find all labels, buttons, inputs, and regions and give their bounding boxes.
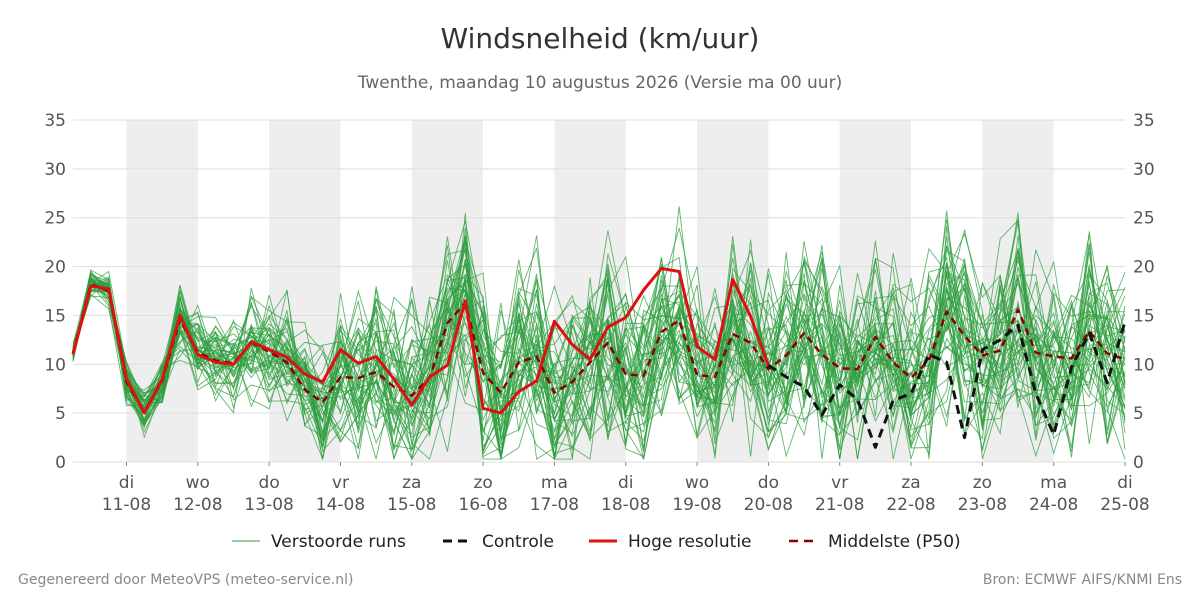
legend-label-control: Controle [482,532,554,552]
y-tick-label: 0 [1133,453,1144,473]
x-tick-date: 23-08 [958,495,1007,515]
x-tick-date: 16-08 [458,495,507,515]
x-tick-date: 22-08 [886,495,935,515]
control-series-line [767,320,1127,449]
y-tick-label: 25 [1133,209,1155,229]
chart-title: Windsnelheid (km/uur) [440,22,760,55]
footer-source: Bron: ECMWF AIFS/KNMI Ens [982,572,1182,588]
x-tick-day: vr [332,473,349,493]
x-tick-date: 12-08 [173,495,222,515]
x-tick-day: za [402,473,421,493]
y-tick-label: 15 [44,306,66,326]
y-axis-left: 0 5 10 15 20 25 30 35 [44,111,66,473]
x-tick-day: zo [973,473,992,493]
y-tick-label: 10 [44,355,66,375]
ensemble-member-line [72,243,1126,455]
x-tick-day: wo [186,473,210,493]
x-tick-day: di [618,473,634,493]
y-axis-right: 0 5 10 15 20 25 30 35 [1133,111,1155,473]
y-tick-label: 35 [1133,111,1155,131]
hires-series-line [71,267,770,415]
y-tick-label: 30 [1133,160,1155,180]
y-tick-label: 5 [55,404,66,424]
chart-subtitle: Twenthe, maandag 10 augustus 2026 (Versi… [357,73,843,93]
x-tick-date: 13-08 [244,495,293,515]
y-tick-label: 25 [44,209,66,229]
x-axis: di11-08wo12-08do13-08vr14-08za15-08zo16-… [102,462,1150,515]
x-tick-day: do [758,473,779,493]
x-tick-day: di [119,473,135,493]
x-tick-date: 25-08 [1100,495,1149,515]
x-tick-date: 18-08 [601,495,650,515]
legend-label-median: Middelste (P50) [828,532,961,552]
footer-credit: Gegenereerd door MeteoVPS (meteo-service… [18,572,354,588]
ensemble-member-line [72,239,1126,460]
x-tick-date: 21-08 [815,495,864,515]
y-tick-label: 20 [1133,258,1155,278]
x-tick-day: ma [541,473,568,493]
y-tick-label: 15 [1133,306,1155,326]
x-tick-day: di [1117,473,1133,493]
day-band [554,120,626,462]
x-tick-date: 15-08 [387,495,436,515]
y-tick-label: 5 [1133,404,1144,424]
x-tick-day: wo [685,473,709,493]
x-tick-date: 19-08 [672,495,721,515]
main-series [71,267,1127,449]
y-tick-label: 20 [44,258,66,278]
median-series-line [71,282,1126,414]
legend-label-ensemble: Verstoorde runs [271,532,406,552]
y-tick-label: 10 [1133,355,1155,375]
x-tick-date: 17-08 [530,495,579,515]
y-tick-label: 0 [55,453,66,473]
ensemble-member-line [72,234,1126,458]
x-tick-date: 24-08 [1029,495,1078,515]
x-tick-day: zo [473,473,492,493]
x-tick-date: 14-08 [316,495,365,515]
ensemble-member-line [72,260,1126,461]
y-tick-label: 35 [44,111,66,131]
x-tick-date: 11-08 [102,495,151,515]
x-tick-date: 20-08 [744,495,793,515]
x-tick-day: do [259,473,280,493]
x-tick-day: vr [831,473,848,493]
legend-label-hires: Hoge resolutie [628,532,752,552]
y-tick-label: 30 [44,160,66,180]
legend: Verstoorde runs Controle Hoge resolutie Mid… [232,532,961,552]
x-tick-day: za [901,473,920,493]
x-tick-day: ma [1040,473,1067,493]
